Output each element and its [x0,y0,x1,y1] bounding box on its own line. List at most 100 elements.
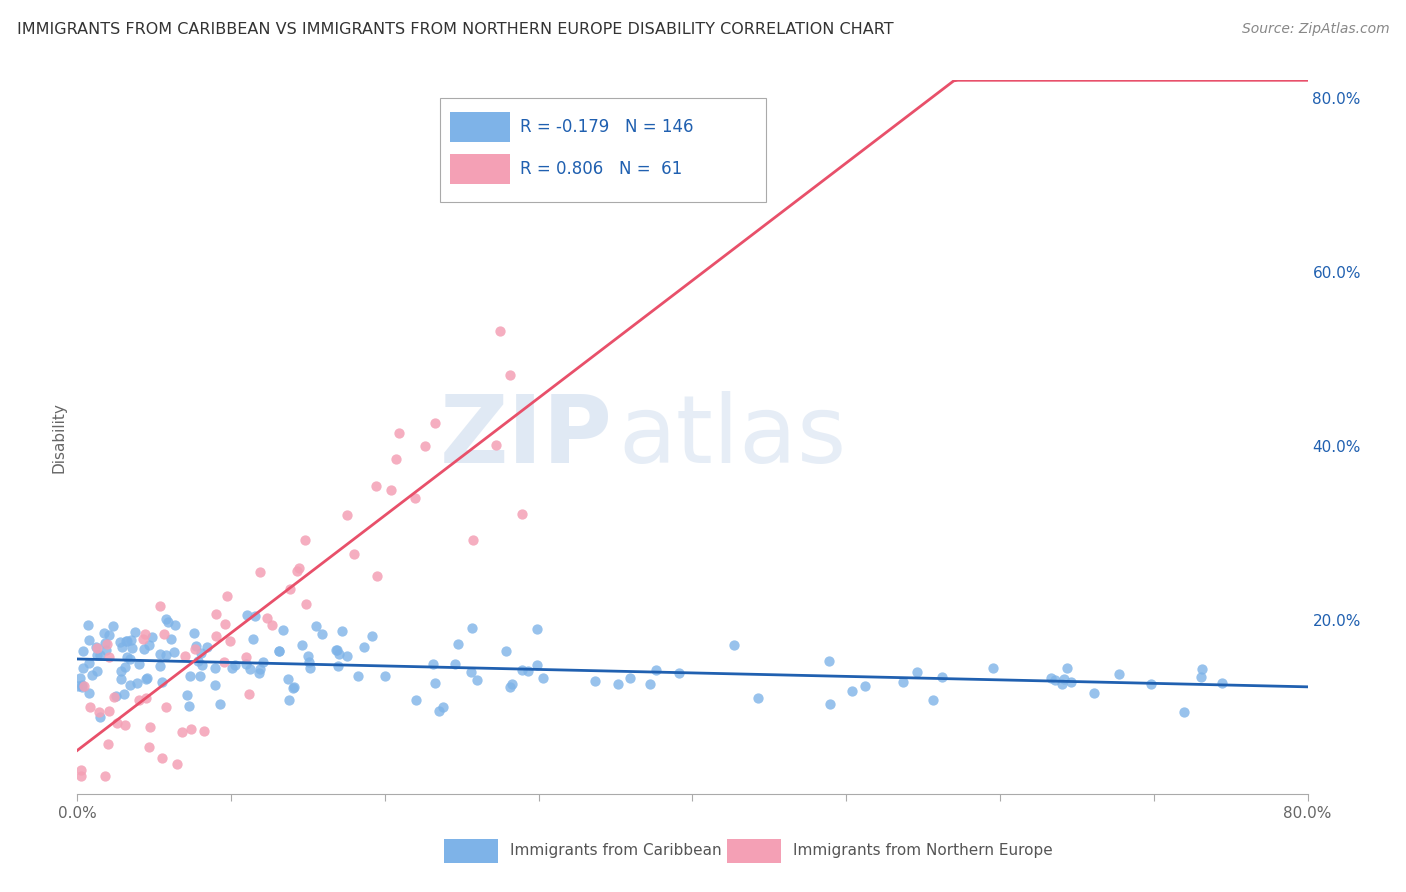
Point [110,672,132,686]
Text: Immigrants from Caribbean: Immigrants from Caribbean [510,844,723,858]
FancyBboxPatch shape [450,112,510,143]
Point [180,722,202,736]
Point [366,479,388,493]
Point [96,637,118,651]
Point [298,655,321,669]
Point [336,648,359,663]
Point [139,720,162,734]
Point [172,724,194,739]
Point [166,756,188,771]
Point [93,769,115,783]
Point [1040,671,1063,685]
Point [311,627,333,641]
Point [495,643,517,657]
Point [645,664,668,678]
Point [278,693,301,707]
Point [66,679,89,693]
Point [1108,667,1130,681]
Point [97,628,120,642]
Point [84,640,107,654]
Point [214,655,236,669]
Point [583,673,606,688]
Point [330,624,353,639]
Point [235,657,257,672]
Point [89,710,111,724]
Point [1056,661,1078,675]
Point [135,672,157,686]
Text: Immigrants from Northern Europe: Immigrants from Northern Europe [793,844,1053,858]
Point [461,621,484,635]
Point [115,634,138,648]
Point [79,700,101,714]
Point [465,673,488,687]
Point [114,660,136,674]
Point [460,665,482,679]
Point [249,662,271,676]
Point [118,651,141,665]
Point [72,678,94,692]
Point [214,617,236,632]
Point [510,508,533,522]
Point [93,636,115,650]
Point [336,508,359,522]
Point [499,680,522,694]
Point [299,661,322,675]
Point [242,632,264,647]
Point [115,650,138,665]
Point [105,689,128,703]
Point [97,650,120,665]
Point [224,658,246,673]
Point [134,626,156,640]
Point [499,368,522,383]
Point [72,644,94,658]
Point [817,654,839,668]
Point [155,699,177,714]
Point [489,324,512,338]
Point [1053,673,1076,687]
Point [132,642,155,657]
Point [249,565,271,579]
Point [179,699,201,714]
Point [853,679,876,693]
Point [111,640,134,654]
Point [239,662,262,676]
Point [295,598,318,612]
Point [516,664,538,678]
Point [1189,670,1212,684]
Point [1191,662,1213,676]
Point [128,657,150,671]
Point [103,690,125,704]
Point [72,680,94,694]
FancyBboxPatch shape [440,98,766,202]
Point [86,664,108,678]
Point [247,666,270,681]
Point [278,582,301,597]
Point [285,564,308,578]
Point [72,661,94,675]
Text: IMMIGRANTS FROM CARIBBEAN VS IMMIGRANTS FROM NORTHERN EUROPE DISABILITY CORRELAT: IMMIGRANTS FROM CARIBBEAN VS IMMIGRANTS … [17,22,893,37]
Point [461,533,484,547]
Point [204,661,226,675]
Point [343,547,366,561]
Point [114,634,136,648]
Point [89,648,111,662]
Point [380,483,402,497]
Point [205,607,228,622]
Point [179,668,201,682]
Point [288,561,311,575]
Point [93,626,115,640]
Point [252,656,274,670]
Point [422,657,444,671]
Point [149,659,172,673]
Point [150,674,173,689]
Point [256,610,278,624]
Point [668,666,690,681]
Point [510,663,533,677]
Point [526,658,548,673]
Point [326,659,349,673]
Point [141,630,163,644]
Point [423,416,446,430]
Point [262,618,284,632]
Point [931,669,953,683]
Point [94,642,117,657]
